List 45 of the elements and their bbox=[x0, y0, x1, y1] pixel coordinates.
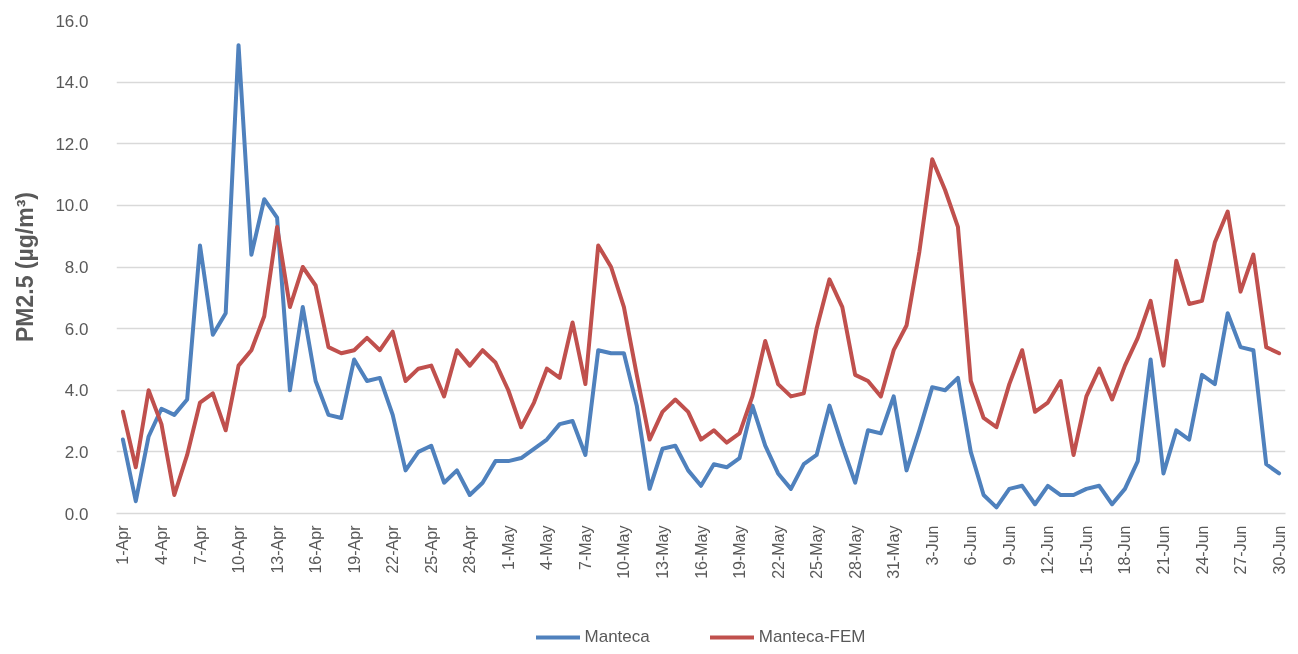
x-tick-label: 6-Jun bbox=[962, 525, 980, 566]
y-tick-label: 10.0 bbox=[55, 196, 89, 216]
x-tick-label: 1-Apr bbox=[114, 524, 132, 565]
y-tick-label: 2.0 bbox=[64, 442, 89, 462]
y-tick-label: 12.0 bbox=[55, 134, 89, 154]
y-tick-label: 8.0 bbox=[64, 258, 89, 277]
x-tick-label: 16-May bbox=[692, 525, 710, 579]
x-tick-label: 24-Jun bbox=[1193, 525, 1211, 575]
x-tick-label: 25-May bbox=[808, 525, 826, 579]
line-series bbox=[120, 43, 1282, 510]
x-tick-label: 27-Jun bbox=[1232, 525, 1250, 575]
legend-label: Manteca-FEM bbox=[758, 627, 866, 647]
x-tick-label: 19-May bbox=[731, 525, 749, 579]
x-tick-label: 22-May bbox=[769, 525, 787, 579]
line-series bbox=[120, 157, 1282, 498]
x-tick-label: 30-Jun bbox=[1270, 525, 1288, 575]
x-tick-label: 9-Jun bbox=[1000, 525, 1018, 566]
x-tick-label: 3-Jun bbox=[923, 525, 941, 566]
y-tick-label: 14.0 bbox=[55, 73, 89, 93]
x-tick-label: 10-May bbox=[615, 525, 633, 579]
y-tick-label: 16.0 bbox=[55, 11, 89, 31]
y-tick-label: 6.0 bbox=[64, 319, 89, 339]
x-tick-label: 4-Apr bbox=[152, 524, 170, 565]
x-tick-label: 22-Apr bbox=[384, 524, 402, 574]
x-tick-label: 18-Jun bbox=[1116, 525, 1134, 575]
x-tick-label: 13-Apr bbox=[268, 524, 286, 574]
x-tick-label: 7-May bbox=[576, 525, 594, 570]
y-tick-label: 0.0 bbox=[64, 504, 89, 524]
legend-label: Manteca bbox=[584, 627, 650, 647]
x-tick-label: 21-Jun bbox=[1154, 525, 1172, 575]
x-tick-label: 7-Apr bbox=[191, 524, 209, 565]
y-tick-label: 4.0 bbox=[64, 381, 89, 401]
x-tick-label: 13-May bbox=[653, 525, 671, 579]
x-tick-label: 10-Apr bbox=[230, 524, 248, 574]
x-tick-label: 19-Apr bbox=[345, 524, 363, 574]
x-tick-label: 31-May bbox=[885, 525, 903, 579]
x-tick-label: 28-Apr bbox=[461, 524, 479, 574]
x-tick-label: 12-Jun bbox=[1039, 525, 1057, 575]
x-tick-label: 1-May bbox=[499, 525, 517, 570]
x-tick-label: 16-Apr bbox=[307, 524, 325, 574]
x-tick-label: 4-May bbox=[538, 525, 556, 570]
y-axis-title: PM2.5 (µg/m³) bbox=[12, 192, 39, 342]
x-tick-label: 15-Jun bbox=[1077, 525, 1095, 575]
x-tick-label: 25-Apr bbox=[422, 524, 440, 574]
x-tick-label: 28-May bbox=[846, 525, 864, 579]
